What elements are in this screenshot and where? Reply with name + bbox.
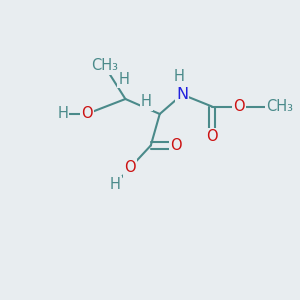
- Text: H: H: [57, 106, 68, 122]
- Text: H: H: [110, 177, 120, 192]
- Text: O: O: [124, 160, 136, 175]
- Text: H: H: [141, 94, 152, 110]
- Text: H: H: [118, 72, 129, 87]
- Text: CH₃: CH₃: [91, 58, 118, 74]
- Text: O: O: [170, 138, 182, 153]
- Text: CH₃: CH₃: [266, 99, 293, 114]
- Text: O: O: [206, 129, 218, 144]
- Text: H: H: [174, 69, 184, 84]
- Text: O: O: [81, 106, 92, 122]
- Text: O: O: [233, 99, 245, 114]
- Text: N: N: [176, 87, 188, 102]
